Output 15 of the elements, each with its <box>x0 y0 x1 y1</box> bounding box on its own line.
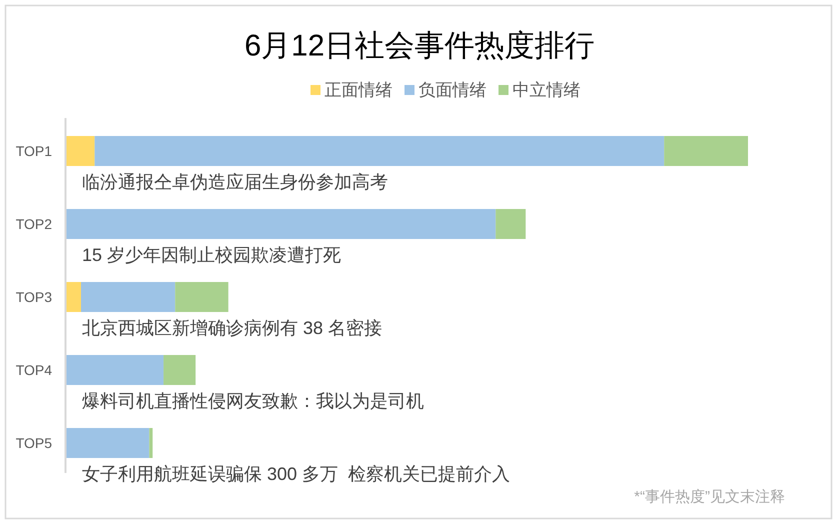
title: 6月12日社会事件热度排行 <box>244 30 595 62</box>
bar-note: 女子利用航班延误骗保 300 多万 检察机关已提前介入 <box>82 464 510 484</box>
tick-label: TOP5 <box>16 435 52 451</box>
bar-note: 爆料司机直播性侵网友致歉：我以为是司机 <box>82 391 424 411</box>
bar-note: 临汾通报仝卓伪造应届生身份参加高考 <box>82 172 388 192</box>
tick-label: TOP1 <box>16 143 52 159</box>
legend-label: 正面情绪 <box>324 80 392 100</box>
bar-note: 15 岁少年因制止校园欺凌遭打死 <box>82 245 342 265</box>
legend-label: 负面情绪 <box>418 80 486 100</box>
bar-note: 北京西城区新增确诊病例有 38 名密接 <box>82 318 382 338</box>
note: *“事件热度”见文末注释 <box>634 488 785 506</box>
tick-label: TOP2 <box>16 216 52 232</box>
tick-label: TOP4 <box>16 362 52 378</box>
legend-label: 中立情绪 <box>512 80 580 100</box>
tick-label: TOP3 <box>16 289 52 305</box>
